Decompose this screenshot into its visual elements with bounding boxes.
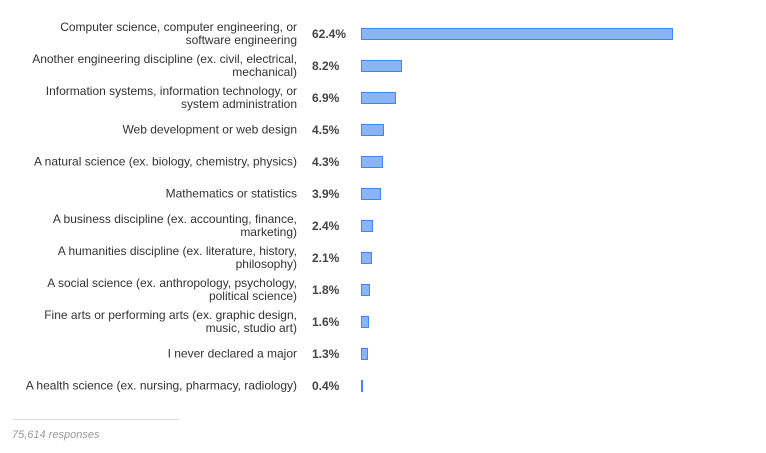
category-label: A business discipline (ex. accounting, f… bbox=[52, 212, 297, 239]
value-label: 4.5% bbox=[312, 123, 340, 137]
category-label: Mathematics or statistics bbox=[165, 186, 297, 201]
bar bbox=[361, 284, 370, 296]
bar bbox=[361, 316, 369, 328]
value-label: 4.3% bbox=[312, 155, 340, 169]
category-label: A natural science (ex. biology, chemistr… bbox=[34, 154, 297, 169]
bar-row: A humanities discipline (ex. literature,… bbox=[0, 242, 766, 274]
bar-row: A business discipline (ex. accounting, f… bbox=[0, 210, 766, 242]
category-label: I never declared a major bbox=[167, 346, 297, 361]
value-label: 62.4% bbox=[312, 27, 347, 41]
bar bbox=[361, 220, 373, 232]
value-label: 2.4% bbox=[312, 219, 340, 233]
value-label: 1.3% bbox=[312, 347, 340, 361]
category-label: Information systems, information technol… bbox=[45, 84, 297, 111]
category-label: Fine arts or performing arts (ex. graphi… bbox=[44, 308, 297, 335]
bar-row: I never declared a major 1.3% bbox=[0, 338, 766, 370]
value-label: 2.1% bbox=[312, 251, 340, 265]
category-label: Another engineering discipline (ex. civi… bbox=[32, 52, 297, 79]
value-label: 0.4% bbox=[312, 379, 340, 393]
bar bbox=[361, 380, 363, 392]
bar-row: Fine arts or performing arts (ex. graphi… bbox=[0, 306, 766, 338]
category-label: A humanities discipline (ex. literature,… bbox=[57, 244, 297, 271]
bar-row: A health science (ex. nursing, pharmacy,… bbox=[0, 370, 766, 402]
value-label: 1.6% bbox=[312, 315, 340, 329]
bar bbox=[361, 124, 384, 136]
bar-row: Another engineering discipline (ex. civi… bbox=[0, 50, 766, 82]
bar bbox=[361, 348, 368, 360]
separator bbox=[12, 419, 180, 420]
bar bbox=[361, 188, 381, 200]
bar-row: Computer science, computer engineering, … bbox=[0, 18, 766, 50]
bar-row: A natural science (ex. biology, chemistr… bbox=[0, 146, 766, 178]
category-label: Computer science, computer engineering, … bbox=[60, 20, 297, 47]
bar bbox=[361, 156, 383, 168]
bar bbox=[361, 92, 396, 104]
category-label: Web development or web design bbox=[122, 122, 297, 137]
bar-row: Information systems, information technol… bbox=[0, 82, 766, 114]
bar-row: A social science (ex. anthropology, psyc… bbox=[0, 274, 766, 306]
bar bbox=[361, 252, 372, 264]
value-label: 1.8% bbox=[312, 283, 340, 297]
footnote: 75,614 responses bbox=[12, 429, 100, 441]
category-label: A health science (ex. nursing, pharmacy,… bbox=[25, 378, 297, 393]
bar-row: Mathematics or statistics 3.9% bbox=[0, 178, 766, 210]
value-label: 3.9% bbox=[312, 187, 340, 201]
bar-row: Web development or web design 4.5% bbox=[0, 114, 766, 146]
bar bbox=[361, 60, 402, 72]
value-label: 6.9% bbox=[312, 91, 340, 105]
value-label: 8.2% bbox=[312, 59, 340, 73]
bar bbox=[361, 28, 673, 40]
category-label: A social science (ex. anthropology, psyc… bbox=[47, 276, 297, 303]
